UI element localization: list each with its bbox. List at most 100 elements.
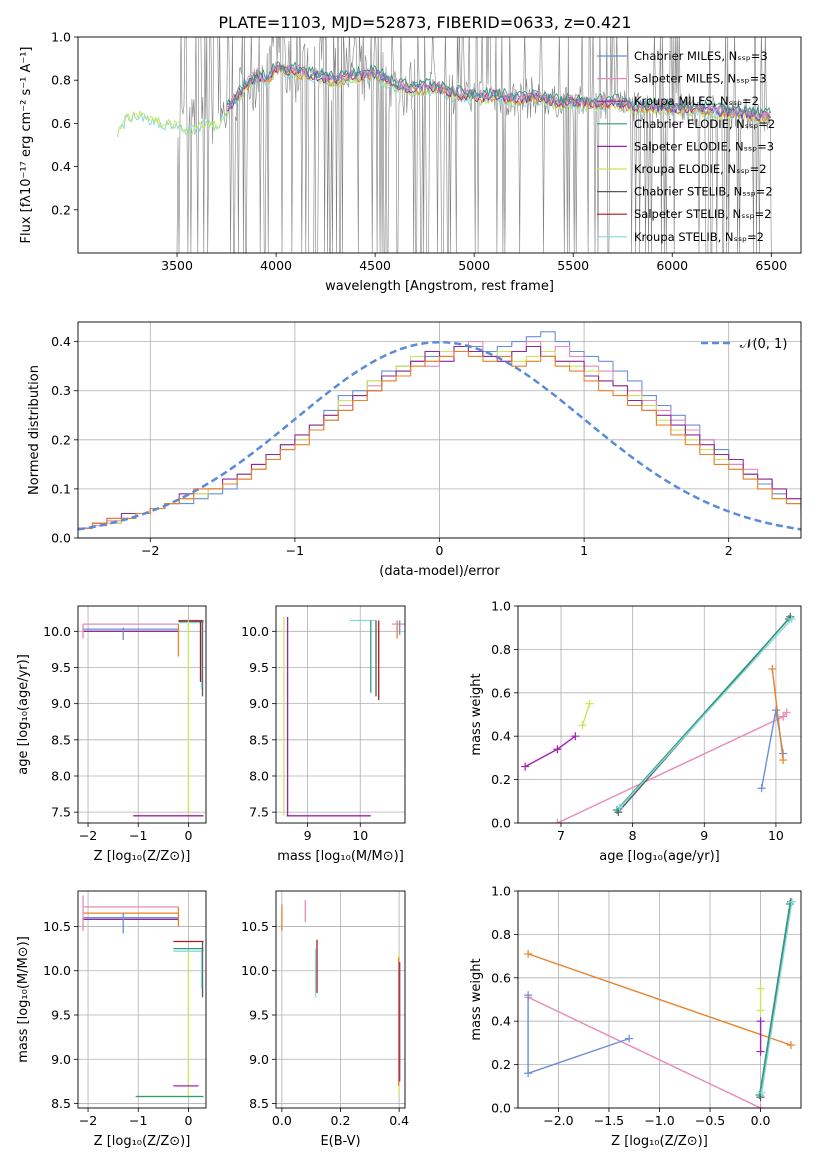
y-tick-label: 8.0 (51, 768, 71, 783)
y-tick-label: 9.5 (51, 1008, 71, 1023)
legend-label: Chabrier STELIB, Nₛₛₚ=2 (634, 185, 773, 199)
y-tick-label: 0.6 (491, 685, 511, 700)
y-tick-label: 0.6 (491, 970, 511, 985)
x-tick-label: 4500 (359, 258, 391, 273)
x-tick-label: −2 (141, 543, 159, 558)
x-tick-label: 0 (436, 543, 444, 558)
y-tick-label: 8.0 (249, 768, 269, 783)
plot-area-spectrum (117, 37, 772, 253)
legend-label: Salpeter STELIB, Nₛₛₚ=2 (634, 207, 772, 221)
axes-frame (77, 36, 802, 254)
x-tick-label: 1 (580, 543, 588, 558)
data-point (756, 984, 765, 993)
plot-area-age-vs-Z (82, 619, 204, 817)
data-point (768, 664, 777, 673)
y-tick-label: 0.4 (491, 1014, 511, 1029)
y-tick-label: 8.5 (51, 1096, 71, 1111)
x-tick-label: −1 (129, 1113, 147, 1128)
legend-label: Kroupa MILES, Nₛₛₚ=2 (634, 94, 759, 108)
data-point (785, 900, 794, 909)
y-tick-label: 0.0 (491, 1101, 511, 1116)
plot-area-age-vs-mass (283, 616, 405, 817)
y-tick-label: 0.4 (51, 159, 71, 174)
data-point (786, 1041, 795, 1050)
legend-label: Chabrier MILES, Nₛₛₚ=3 (634, 49, 768, 63)
series-line (527, 996, 761, 1108)
y-tick-label: 9.0 (51, 696, 71, 711)
data-point (756, 1093, 765, 1102)
data-point (524, 991, 533, 1000)
data-point (524, 949, 533, 958)
series-line (524, 735, 576, 768)
x-tick-label: −1 (286, 543, 304, 558)
x-tick-label: 9 (304, 828, 312, 843)
y-tick-label: 10.5 (43, 919, 71, 934)
y-tick-label: 9.0 (249, 1052, 269, 1067)
series-line (771, 668, 784, 761)
data-point (578, 721, 587, 730)
y-tick-label: 0.6 (51, 116, 71, 131)
x-tick-label: 0 (184, 1113, 192, 1128)
x-tick-label: −1 (129, 828, 147, 843)
x-tick-label: 10 (352, 828, 368, 843)
axes-frame (275, 605, 406, 824)
gaussian-curve (78, 340, 801, 531)
x-tick-label: −1.0 (644, 1113, 674, 1128)
y-tick-label: 0.3 (51, 383, 71, 398)
x-tick-label: 5000 (458, 258, 490, 273)
legend-label: Salpeter MILES, Nₛₛₚ=3 (634, 72, 767, 86)
y-tick-label: 7.5 (51, 805, 71, 820)
axes-frame (77, 321, 802, 539)
y-tick-label: 0.0 (491, 816, 511, 831)
x-tick-label: 5500 (557, 258, 589, 273)
y-tick-label: 0.0 (51, 531, 71, 546)
x-axis-label: Z [log₁₀(Z/Z⊙)] (94, 849, 191, 864)
x-tick-label: 4000 (260, 258, 292, 273)
series-line (581, 703, 591, 726)
y-tick-label: 8.5 (249, 1096, 269, 1111)
x-axis-label: (data-model)/error (379, 564, 500, 579)
data-point (615, 803, 624, 812)
y-tick-label: 7.5 (249, 805, 269, 820)
y-tick-label: 0.8 (491, 927, 511, 942)
x-axis-label: mass [log₁₀(M/M⊙)] (277, 849, 404, 864)
y-tick-label: 10.0 (43, 624, 71, 639)
axes-frame (517, 890, 802, 1109)
y-axis-label: age [log₁₀(age/yr)] (16, 654, 31, 775)
data-point (585, 699, 594, 708)
legend-label: Chabrier ELODIE, Nₛₛₚ=2 (634, 117, 775, 131)
x-tick-label: 0.4 (389, 1113, 409, 1128)
y-tick-label: 9.0 (249, 696, 269, 711)
figure-title: PLATE=1103, MJD=52873, FIBERID=0633, z=0… (218, 13, 631, 32)
x-tick-label: 10 (768, 828, 784, 843)
x-tick-label: −1.5 (594, 1113, 624, 1128)
axes-frame (77, 890, 207, 1109)
series-line (758, 903, 791, 1096)
x-tick-label: −2 (79, 828, 97, 843)
series-line (619, 618, 793, 809)
data-point (782, 708, 791, 717)
y-tick-label: 9.5 (249, 660, 269, 675)
x-axis-label: Z [log₁₀(Z/Z⊙)] (611, 1134, 708, 1149)
series-line (527, 953, 792, 1046)
data-point (521, 762, 530, 771)
y-tick-label: 0.2 (51, 202, 71, 217)
x-axis-label: age [log₁₀(age/yr)] (599, 849, 720, 864)
plot-area-massweight-vs-Z (524, 897, 796, 1108)
x-tick-label: −2.0 (543, 1113, 573, 1128)
legend-label: Kroupa ELODIE, Nₛₛₚ=2 (634, 162, 767, 176)
y-tick-label: 10.0 (241, 963, 269, 978)
x-tick-label: 6500 (755, 258, 787, 273)
y-tick-label: 9.0 (51, 1052, 71, 1067)
data-point (757, 1088, 766, 1097)
y-tick-label: 0.2 (491, 1057, 511, 1072)
y-tick-label: 9.5 (249, 1008, 269, 1023)
data-point (756, 1017, 765, 1026)
x-tick-label: 0.0 (751, 1113, 771, 1128)
x-axis-label: E(B-V) (320, 1134, 360, 1149)
y-tick-label: 8.5 (51, 732, 71, 747)
histogram-step (78, 341, 801, 529)
plot-area-mass-vs-Z (82, 895, 204, 1098)
data-point (787, 615, 796, 624)
histogram-step (78, 350, 801, 529)
